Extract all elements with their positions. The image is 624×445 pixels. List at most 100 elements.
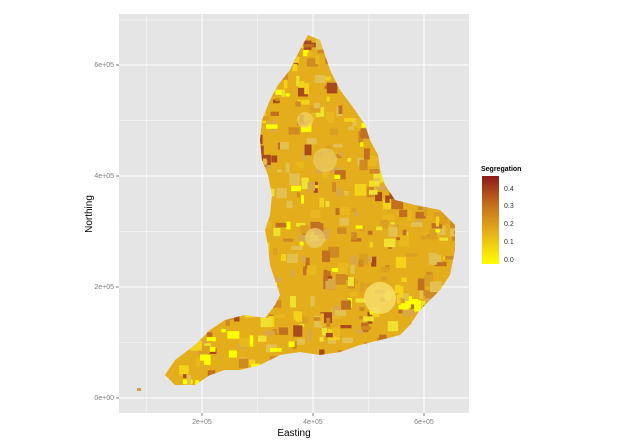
district-patch bbox=[313, 317, 324, 321]
district-patch bbox=[275, 314, 286, 318]
district-patch bbox=[358, 122, 366, 128]
district-patch bbox=[326, 96, 330, 102]
district-patch bbox=[338, 263, 348, 275]
district-patch bbox=[303, 48, 309, 57]
district-patch bbox=[269, 347, 282, 352]
district-patch bbox=[297, 85, 308, 97]
district-patch bbox=[344, 118, 356, 122]
district-patch bbox=[321, 328, 328, 336]
district-patch bbox=[322, 167, 329, 178]
district-patch bbox=[332, 154, 342, 159]
district-patch bbox=[313, 103, 320, 109]
district-patch bbox=[369, 169, 380, 174]
urban-area bbox=[297, 112, 313, 128]
district-patch bbox=[225, 319, 230, 327]
district-patch bbox=[303, 44, 315, 48]
district-patch bbox=[327, 271, 331, 277]
urban-area bbox=[305, 228, 325, 248]
district-patch bbox=[400, 296, 413, 308]
district-patch bbox=[307, 182, 316, 191]
district-patch bbox=[400, 298, 405, 304]
district-patch bbox=[311, 110, 316, 122]
district-patch bbox=[288, 341, 295, 348]
district-patch bbox=[208, 346, 216, 352]
district-patch bbox=[435, 229, 440, 233]
district-patch bbox=[293, 325, 303, 337]
district-patch bbox=[304, 83, 309, 95]
x-axis: 2e+05 4e+05 6e+05 Easting bbox=[192, 413, 434, 439]
district-patch bbox=[325, 201, 330, 207]
district-patch bbox=[302, 231, 307, 238]
district-patch bbox=[270, 111, 279, 116]
district-patch bbox=[334, 310, 347, 317]
district-patch bbox=[356, 329, 363, 335]
district-patch bbox=[353, 209, 359, 217]
district-patch bbox=[337, 227, 347, 234]
district-patch bbox=[310, 210, 321, 219]
district-patch bbox=[394, 284, 401, 294]
district-patch bbox=[275, 97, 280, 102]
district-patch bbox=[314, 75, 326, 84]
district-patch bbox=[351, 279, 358, 284]
district-patch bbox=[271, 300, 282, 308]
district-patch bbox=[309, 106, 321, 113]
district-patch bbox=[291, 185, 302, 192]
district-patch bbox=[315, 37, 325, 50]
district-patch bbox=[435, 216, 440, 227]
district-patch bbox=[351, 238, 362, 242]
district-patch bbox=[423, 208, 428, 217]
district-patch bbox=[305, 257, 310, 269]
district-patch bbox=[402, 229, 407, 239]
district-patch bbox=[326, 82, 338, 94]
district-patch bbox=[429, 229, 438, 240]
district-patch bbox=[303, 266, 307, 276]
district-patch bbox=[290, 270, 295, 278]
district-patch bbox=[317, 48, 325, 54]
district-patch bbox=[327, 335, 337, 344]
district-patch bbox=[297, 99, 310, 105]
scilly-isles bbox=[137, 388, 141, 391]
urban-area bbox=[313, 148, 337, 172]
district-patch bbox=[258, 335, 267, 342]
district-patch bbox=[373, 172, 385, 183]
district-patch bbox=[295, 101, 301, 107]
district-patch bbox=[339, 151, 343, 156]
district-patch bbox=[310, 295, 315, 307]
district-patch bbox=[349, 291, 358, 297]
district-patch bbox=[367, 230, 373, 235]
legend-label: 0.1 bbox=[504, 239, 514, 246]
district-patch bbox=[260, 317, 272, 328]
district-patch bbox=[434, 261, 447, 267]
district-patch bbox=[369, 241, 374, 248]
district-patch bbox=[265, 220, 271, 228]
district-patch bbox=[391, 197, 404, 210]
district-patch bbox=[398, 304, 409, 315]
district-patch bbox=[296, 222, 306, 227]
legend-label: 0.0 bbox=[504, 257, 514, 264]
district-patch bbox=[221, 328, 226, 333]
district-patch bbox=[338, 105, 343, 114]
district-patch bbox=[275, 222, 287, 228]
district-patch bbox=[336, 188, 343, 197]
district-patch bbox=[348, 126, 355, 131]
district-patch bbox=[350, 255, 357, 266]
district-patch bbox=[325, 332, 333, 338]
y-tick-label: 2e+05 bbox=[94, 284, 114, 291]
district-patch bbox=[398, 235, 409, 247]
district-patch bbox=[198, 345, 210, 355]
district-patch bbox=[325, 278, 336, 290]
district-patch bbox=[369, 157, 380, 161]
district-patch bbox=[307, 52, 314, 56]
district-patch bbox=[304, 144, 312, 156]
district-patch bbox=[450, 220, 455, 231]
legend-label: 0.4 bbox=[504, 186, 514, 193]
district-patch bbox=[380, 219, 389, 229]
district-patch bbox=[381, 267, 390, 273]
district-patch bbox=[342, 337, 353, 344]
district-patch bbox=[239, 337, 251, 347]
district-patch bbox=[287, 253, 298, 264]
district-patch bbox=[428, 252, 437, 265]
district-patch bbox=[299, 241, 304, 246]
district-patch bbox=[272, 328, 278, 335]
